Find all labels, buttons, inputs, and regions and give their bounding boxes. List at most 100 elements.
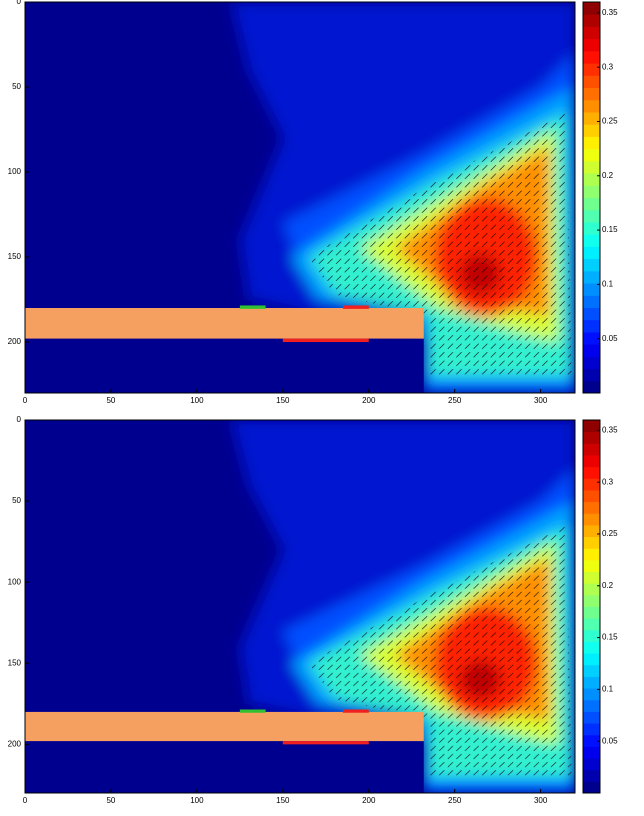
x-tick-label: 50 [106, 396, 115, 405]
y-tick-label: 150 [8, 252, 22, 261]
field-image [25, 2, 584, 393]
y-tick-label: 50 [12, 82, 21, 91]
colorbar-band [583, 283, 600, 296]
x-tick-label: 150 [276, 396, 290, 405]
colorbar-band [583, 148, 600, 162]
y-tick-label: 50 [12, 496, 21, 505]
colorbar-band [583, 489, 600, 503]
colorbar-band [583, 466, 600, 479]
colorbar-tick-label: 0.3 [602, 62, 614, 71]
colorbar-tick-label: 0.1 [602, 684, 614, 693]
colorbar-band [583, 368, 600, 382]
colorbar-band [583, 746, 600, 759]
colorbar-band [583, 769, 600, 782]
y-tick-label: 100 [8, 167, 22, 176]
colorbar-band [583, 221, 600, 235]
colorbar-band [583, 124, 600, 137]
colorbar-band [583, 270, 600, 284]
colorbar-tick-label: 0.05 [602, 334, 618, 343]
colorbar-tick-label: 0.05 [602, 736, 618, 745]
colorbar-band [583, 319, 600, 333]
colorbar-band [583, 295, 600, 308]
colorbar-band [583, 513, 600, 526]
colorbar-band [583, 111, 600, 125]
colorbar-band [583, 87, 600, 101]
colorbar-band [583, 380, 600, 394]
colorbar-band [583, 258, 600, 272]
colorbar-band [583, 699, 600, 712]
colorbar-band [583, 688, 600, 701]
colorbar-band [583, 781, 600, 794]
colorbar-band [583, 618, 600, 631]
colorbar-band [583, 344, 600, 357]
colorbar-tick-label: 0.1 [602, 279, 614, 288]
x-tick-label: 250 [448, 396, 462, 405]
colorbar-band [583, 594, 600, 607]
colorbar-band [583, 63, 600, 76]
colorbar-tick-label: 0.2 [602, 171, 614, 180]
plot-frame [24, 1, 576, 394]
colorbar-band [583, 664, 600, 677]
colorbar-band [583, 653, 600, 666]
colorbar-band [583, 559, 600, 573]
colorbar-band [583, 197, 600, 211]
colorbar-band [583, 356, 600, 370]
colorbar-tick-label: 0.35 [602, 425, 618, 434]
plot-frame [24, 419, 576, 794]
colorbar-band [583, 454, 600, 468]
colorbar-band [583, 478, 600, 491]
colorbar-band [583, 758, 600, 771]
colorbar-band [583, 160, 600, 174]
colorbar-frame [582, 419, 601, 794]
colorbar-frame [582, 1, 601, 394]
colorbar-band [583, 431, 600, 444]
colorbar-band [583, 185, 600, 198]
colorbar-band [583, 2, 600, 15]
colorbar-band [583, 571, 600, 584]
colorbar-tick-label: 0.25 [602, 529, 618, 538]
colorbar-band [583, 38, 600, 52]
x-tick-label: 300 [534, 796, 548, 805]
x-tick-label: 100 [190, 796, 204, 805]
x-tick-label: 0 [23, 796, 28, 805]
colorbar-band [583, 307, 600, 321]
colorbar-band [583, 173, 600, 186]
y-tick-label: 100 [8, 577, 22, 586]
field-image [25, 420, 584, 793]
colorbar-band [583, 641, 600, 654]
colorbar-band [583, 676, 600, 689]
colorbar-tick-label: 0.2 [602, 581, 614, 590]
colorbar-band [583, 136, 600, 150]
colorbar-tick-label: 0.35 [602, 8, 618, 17]
colorbar-band [583, 75, 600, 89]
colorbar-tick-label: 0.25 [602, 117, 618, 126]
colorbar-band [583, 501, 600, 514]
y-tick-label: 0 [17, 0, 22, 6]
x-tick-label: 50 [106, 796, 115, 805]
y-tick-label: 200 [8, 337, 22, 346]
colorbar-tick-label: 0.15 [602, 633, 618, 642]
colorbar-band [583, 234, 600, 247]
colorbar-band [583, 711, 600, 724]
colorbar-band [583, 723, 600, 736]
colorbar-band [583, 583, 600, 596]
colorbar-band [583, 606, 600, 619]
colorbar-band [583, 246, 600, 260]
x-tick-label: 250 [448, 796, 462, 805]
colorbar-band [583, 536, 600, 549]
colorbar-tick-label: 0.15 [602, 225, 618, 234]
x-tick-label: 200 [362, 396, 376, 405]
colorbar-band [583, 14, 600, 27]
x-tick-label: 0 [23, 396, 28, 405]
colorbar-band [583, 629, 600, 642]
colorbar-tick-label: 0.3 [602, 477, 614, 486]
x-tick-label: 100 [190, 396, 204, 405]
y-tick-label: 200 [8, 739, 22, 748]
colorbar-band [583, 331, 600, 345]
colorbar-band [583, 443, 600, 456]
x-tick-label: 300 [534, 396, 548, 405]
x-tick-label: 150 [276, 796, 290, 805]
colorbar-band [583, 209, 600, 223]
colorbar-band [583, 50, 600, 64]
